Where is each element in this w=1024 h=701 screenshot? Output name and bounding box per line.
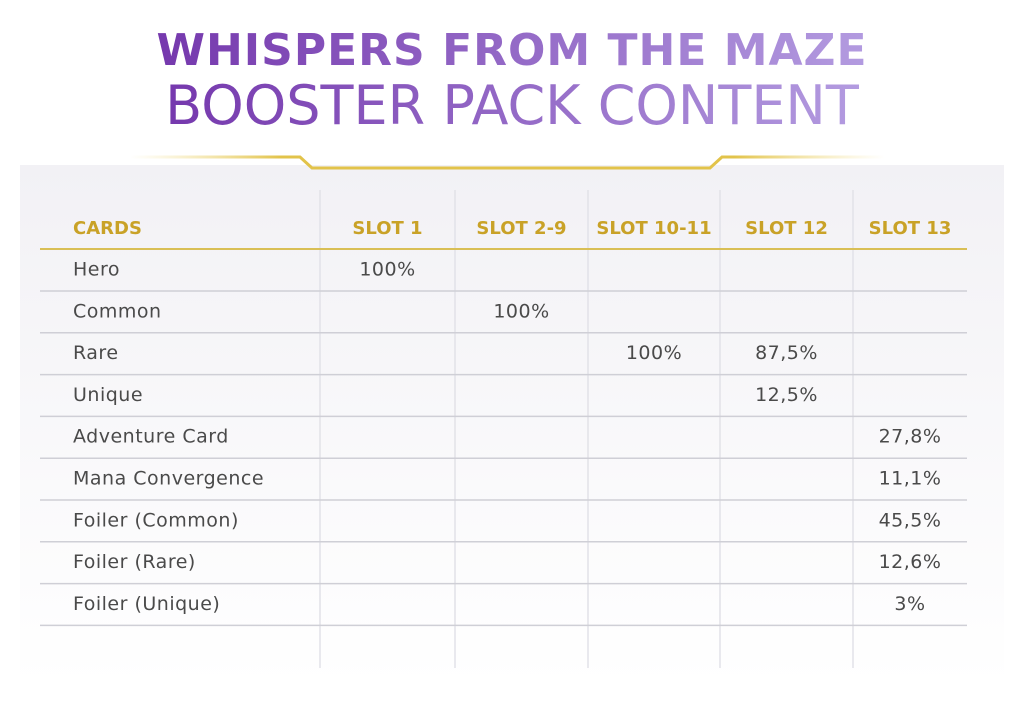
column-header: SLOT 1 bbox=[352, 218, 422, 239]
divider bbox=[130, 155, 885, 170]
cell-value: 100% bbox=[626, 342, 682, 364]
panel bbox=[20, 165, 1004, 685]
row-label: Foiler (Unique) bbox=[73, 593, 220, 615]
cell-value: 87,5% bbox=[755, 342, 818, 364]
cell-value: 100% bbox=[359, 259, 415, 281]
title-line1: WHISPERS FROM THE MAZE bbox=[156, 25, 867, 76]
cell-value: 3% bbox=[894, 593, 925, 615]
cell-value: 12,6% bbox=[879, 551, 942, 573]
row-label: Foiler (Rare) bbox=[73, 551, 196, 573]
row-label: Common bbox=[73, 300, 162, 322]
cell-value: 100% bbox=[493, 300, 549, 322]
cell-value: 45,5% bbox=[879, 509, 942, 531]
column-header: SLOT 13 bbox=[869, 218, 952, 239]
row-label: Foiler (Common) bbox=[73, 509, 239, 531]
row-label: Rare bbox=[73, 342, 119, 364]
row-label: Mana Convergence bbox=[73, 468, 264, 490]
table: CARDS SLOT 1 SLOT 2-9 SLOT 10-11 SLOT 12 SLOT… bbox=[40, 190, 967, 668]
column-header: SLOT 12 bbox=[745, 218, 828, 239]
row-label: Adventure Card bbox=[73, 426, 229, 448]
column-header: CARDS bbox=[73, 218, 142, 239]
row-label: Unique bbox=[73, 384, 143, 406]
cell-value: 12,5% bbox=[755, 384, 818, 406]
title-line2: BOOSTER PACK CONTENT bbox=[165, 74, 860, 137]
column-header: SLOT 2-9 bbox=[476, 218, 566, 239]
column-header: SLOT 10-11 bbox=[596, 218, 711, 239]
cell-value: 27,8% bbox=[879, 426, 942, 448]
cell-value: 11,1% bbox=[879, 468, 942, 490]
row-label: Hero bbox=[73, 259, 120, 281]
